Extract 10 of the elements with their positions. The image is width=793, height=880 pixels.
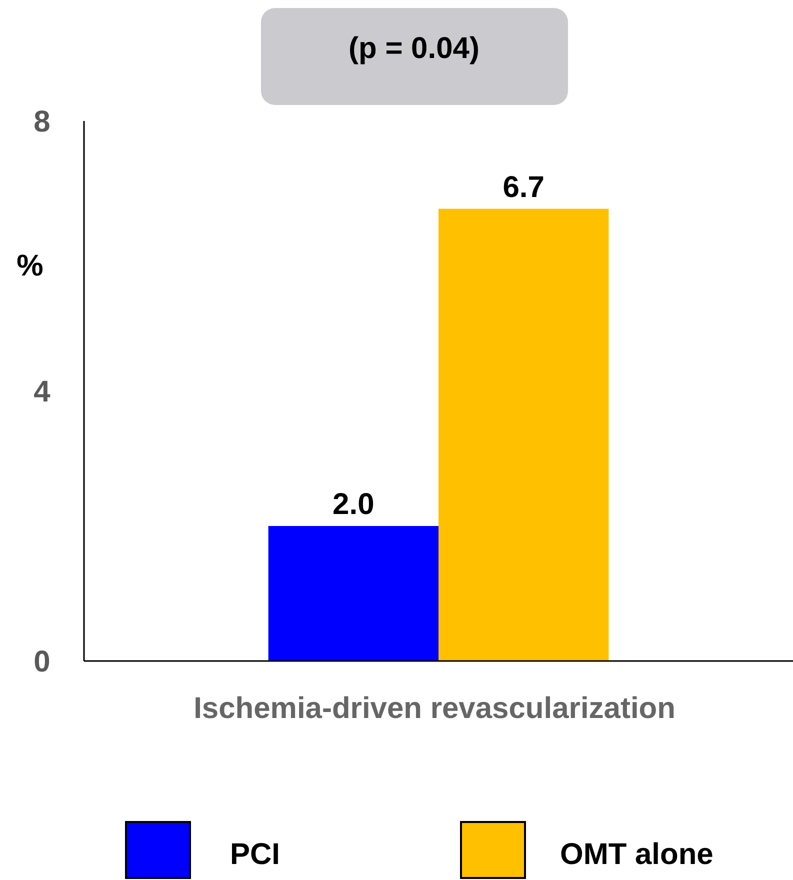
data-label: 6.7	[502, 170, 544, 204]
x-tick-label: Ischemia-driven revascularization	[194, 692, 676, 725]
legend-label: PCI	[230, 838, 280, 871]
note-box: (p = 0.04)	[261, 8, 568, 105]
y-tick-label: 8	[34, 106, 50, 138]
y-axis-title: %	[16, 250, 44, 282]
y-tick-label: 4	[34, 376, 51, 408]
data-label: 2.0	[332, 488, 374, 521]
y-tick-label: 0	[34, 646, 50, 678]
legend-label: OMT alone	[560, 838, 714, 871]
